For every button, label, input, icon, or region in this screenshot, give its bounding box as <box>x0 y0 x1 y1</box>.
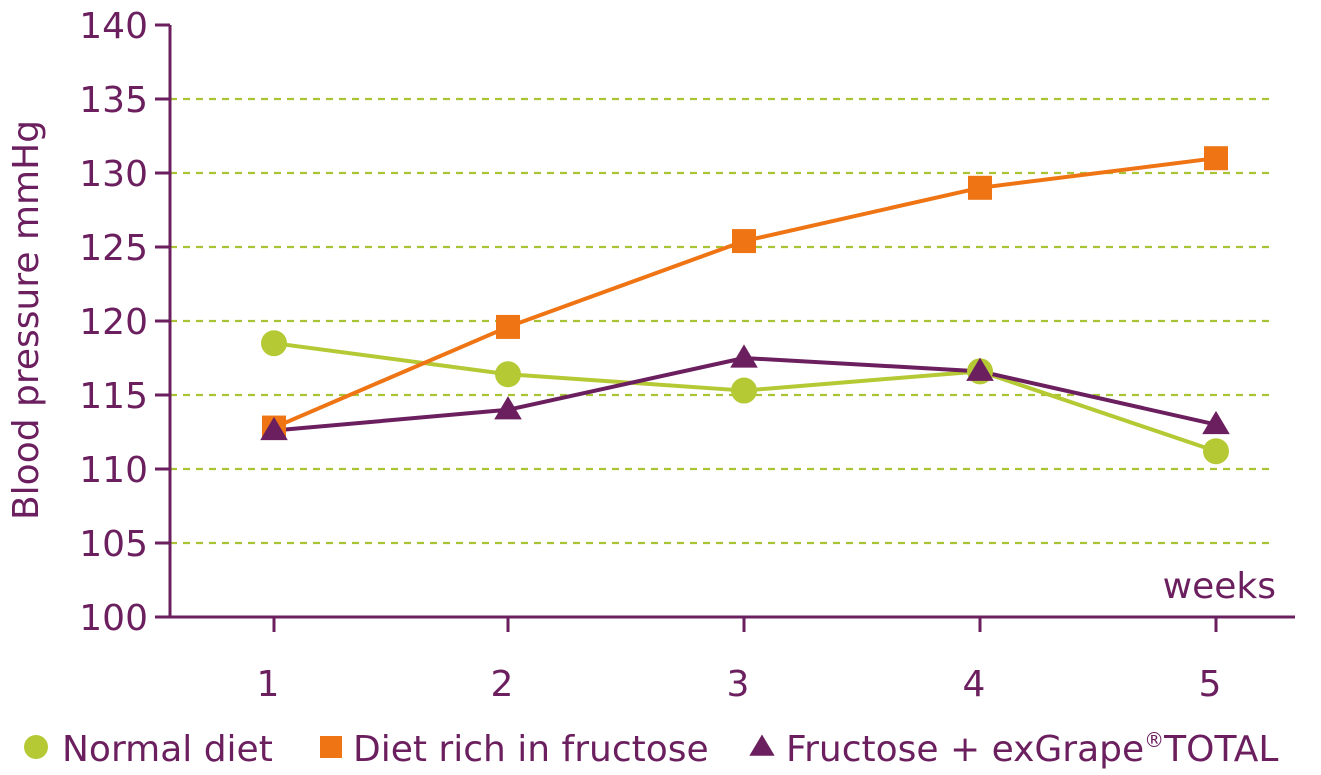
series-markers <box>260 146 1230 465</box>
data-point-series-1 <box>1203 438 1229 465</box>
gridlines <box>170 97 1275 545</box>
y-tick-label: 130 <box>79 154 148 195</box>
data-point-series-3 <box>966 357 994 381</box>
y-tick-label: 140 <box>79 6 148 47</box>
data-point-series-3 <box>730 344 758 368</box>
legend-item: Diet rich in fructose <box>320 729 709 770</box>
data-point-series-2 <box>968 175 992 200</box>
data-point-series-3 <box>260 416 288 441</box>
data-point-series-3 <box>494 396 522 420</box>
data-point-series-1 <box>495 361 521 388</box>
y-tick-label: 120 <box>79 302 148 343</box>
x-tick-label: 5 <box>1199 664 1222 705</box>
y-axis-title: Blood pressure mmHg <box>6 120 47 520</box>
legend-marker-square <box>320 736 342 758</box>
legend-label-text: Fructose + exGrape <box>786 729 1144 770</box>
x-axis-title: weeks <box>1163 566 1276 607</box>
legend-label: Normal diet <box>62 729 273 770</box>
legend-item: Normal diet <box>24 729 273 770</box>
x-tick-label: 1 <box>257 664 280 705</box>
legend-label-superscript: ® <box>1144 728 1164 752</box>
y-tick-label: 135 <box>79 80 148 121</box>
legend-item: Fructose + exGrape®TOTAL <box>749 728 1278 770</box>
legend-marker-triangle <box>749 734 775 756</box>
y-tick-label: 100 <box>79 598 148 639</box>
data-series <box>260 146 1230 465</box>
data-point-series-1 <box>261 330 287 357</box>
data-point-series-2 <box>1204 146 1228 171</box>
y-tick-label: 115 <box>79 376 148 417</box>
x-tick-label: 2 <box>491 664 514 705</box>
y-axis-ticks: 100 105 110 115 120 125 130 135 140 <box>79 6 170 639</box>
legend-marker-circle <box>24 735 48 759</box>
y-tick-label: 105 <box>79 524 148 565</box>
legend-label: Diet rich in fructose <box>353 729 709 770</box>
y-tick-label: 125 <box>79 228 148 269</box>
legend-label-text: Diet rich in fructose <box>353 729 709 770</box>
legend: Normal diet Diet rich in fructose Fructose… <box>24 728 1278 770</box>
data-point-series-3 <box>1202 410 1230 435</box>
series-lines <box>273 156 1217 454</box>
data-point-series-2 <box>732 229 756 254</box>
x-tick-label: 3 <box>727 664 750 705</box>
data-point-series-2 <box>496 314 520 339</box>
x-axis-ticks: 1 2 3 4 5 <box>257 617 1222 705</box>
legend-label-text: Normal diet <box>62 729 273 770</box>
legend-label-suffix: TOTAL <box>1163 729 1278 770</box>
legend-label: Fructose + exGrape®TOTAL <box>786 728 1278 770</box>
y-tick-label: 110 <box>79 450 148 491</box>
x-tick-label: 4 <box>963 664 986 705</box>
data-point-series-1 <box>731 377 757 404</box>
